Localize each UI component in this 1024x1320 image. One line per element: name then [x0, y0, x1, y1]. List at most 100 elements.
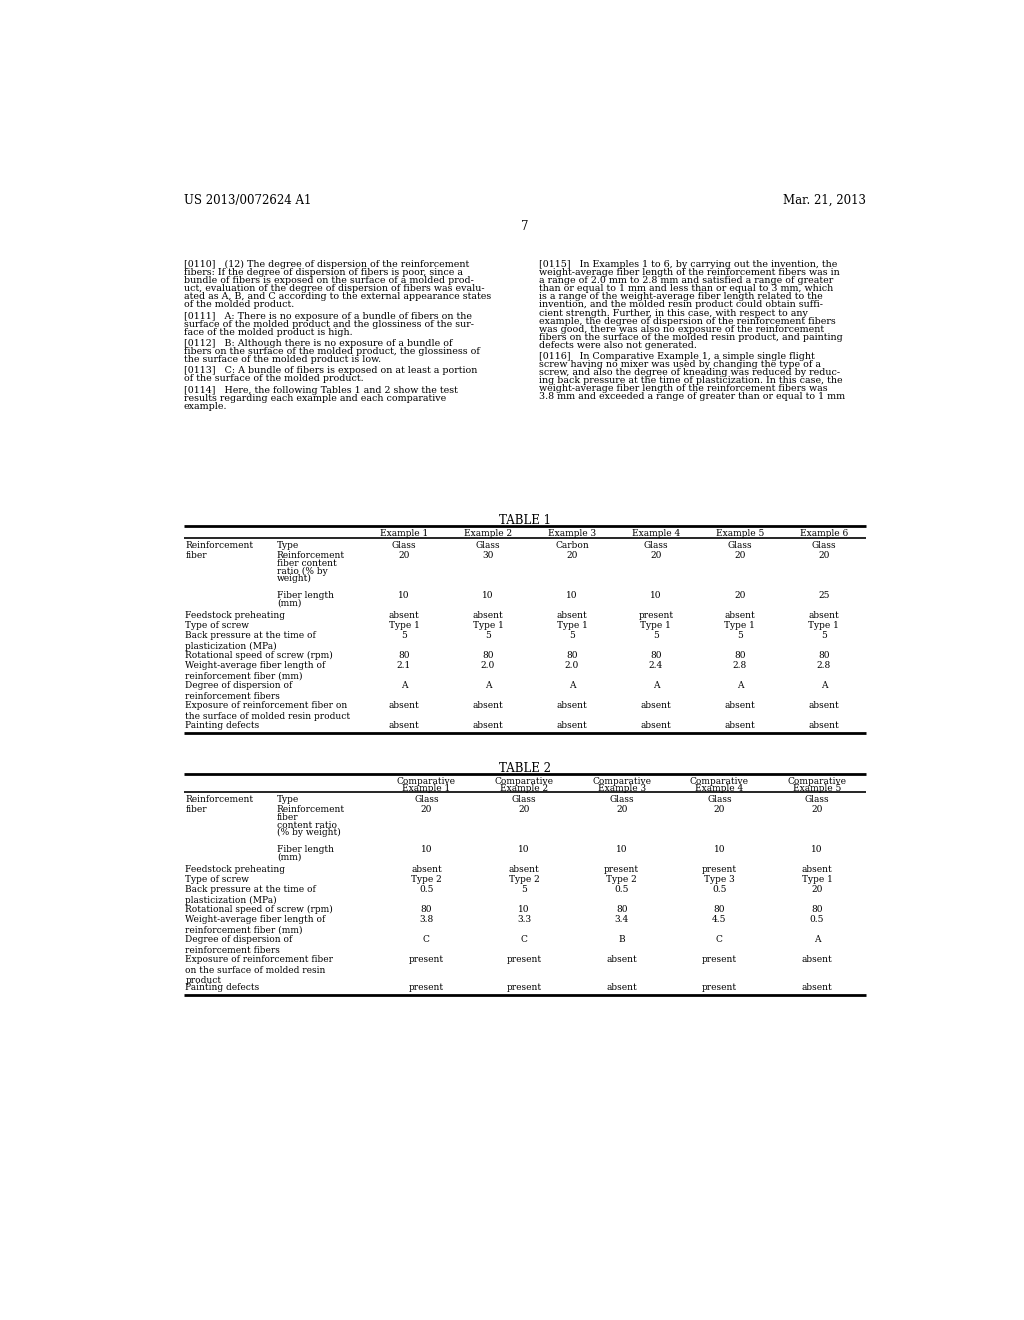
Text: 3.4: 3.4 — [614, 915, 629, 924]
Text: Fiber length: Fiber length — [276, 845, 334, 854]
Text: Type: Type — [276, 795, 299, 804]
Text: Reinforcement: Reinforcement — [185, 795, 254, 804]
Text: absent: absent — [641, 721, 672, 730]
Text: 10: 10 — [398, 591, 410, 601]
Text: absent: absent — [411, 866, 441, 874]
Text: content ratio: content ratio — [276, 821, 337, 829]
Text: face of the molded product is high.: face of the molded product is high. — [183, 327, 352, 337]
Text: fibers on the surface of the molded resin product, and painting: fibers on the surface of the molded resi… — [539, 333, 843, 342]
Text: Type of screw: Type of screw — [185, 875, 250, 884]
Text: 20: 20 — [518, 805, 529, 814]
Text: 20: 20 — [650, 552, 662, 560]
Text: Glass: Glass — [609, 795, 634, 804]
Text: A: A — [652, 681, 659, 690]
Text: 80: 80 — [811, 906, 822, 915]
Text: than or equal to 1 mm and less than or equal to 3 mm, which: than or equal to 1 mm and less than or e… — [539, 284, 833, 293]
Text: Glass: Glass — [727, 541, 753, 550]
Text: absent: absent — [641, 701, 672, 710]
Text: screw having no mixer was used by changing the type of a: screw having no mixer was used by changi… — [539, 360, 821, 370]
Text: A: A — [814, 936, 820, 944]
Text: Glass: Glass — [805, 795, 829, 804]
Text: Weight-average fiber length of
reinforcement fiber (mm): Weight-average fiber length of reinforce… — [185, 661, 326, 681]
Text: 20: 20 — [734, 552, 745, 560]
Text: was good, there was also no exposure of the reinforcement: was good, there was also no exposure of … — [539, 325, 824, 334]
Text: 5: 5 — [737, 631, 742, 640]
Text: absent: absent — [725, 611, 756, 620]
Text: Type 1: Type 1 — [556, 622, 588, 630]
Text: 7: 7 — [521, 220, 528, 234]
Text: 10: 10 — [650, 591, 662, 601]
Text: 5: 5 — [569, 631, 574, 640]
Text: present: present — [409, 983, 444, 993]
Text: 5: 5 — [485, 631, 490, 640]
Text: absent: absent — [606, 956, 637, 965]
Text: Exposure of reinforcement fiber
on the surface of molded resin
product: Exposure of reinforcement fiber on the s… — [185, 956, 334, 985]
Text: (mm): (mm) — [276, 599, 301, 607]
Text: ratio (% by: ratio (% by — [276, 566, 328, 576]
Text: [0110]   (12) The degree of dispersion of the reinforcement: [0110] (12) The degree of dispersion of … — [183, 260, 469, 269]
Text: absent: absent — [808, 611, 840, 620]
Text: Example 3: Example 3 — [548, 529, 596, 537]
Text: 80: 80 — [421, 906, 432, 915]
Text: absent: absent — [725, 721, 756, 730]
Text: bundle of fibers is exposed on the surface of a molded prod-: bundle of fibers is exposed on the surfa… — [183, 276, 474, 285]
Text: Fiber length: Fiber length — [276, 591, 334, 601]
Text: 0.5: 0.5 — [712, 886, 727, 894]
Text: [0113]   C: A bundle of fibers is exposed on at least a portion: [0113] C: A bundle of fibers is exposed … — [183, 367, 477, 375]
Text: 80: 80 — [734, 651, 745, 660]
Text: Example 5: Example 5 — [793, 784, 841, 793]
Text: Glass: Glass — [414, 795, 438, 804]
Text: Type 1: Type 1 — [388, 622, 420, 630]
Text: [0112]   B: Although there is no exposure of a bundle of: [0112] B: Although there is no exposure … — [183, 339, 453, 348]
Text: Type of screw: Type of screw — [185, 622, 250, 630]
Text: 80: 80 — [398, 651, 410, 660]
Text: Comparative: Comparative — [397, 776, 456, 785]
Text: absent: absent — [557, 611, 588, 620]
Text: present: present — [701, 956, 737, 965]
Text: absent: absent — [557, 721, 588, 730]
Text: 2.0: 2.0 — [481, 661, 496, 671]
Text: Type 3: Type 3 — [703, 875, 734, 884]
Text: absent: absent — [557, 701, 588, 710]
Text: uct, evaluation of the degree of dispersion of fibers was evalu-: uct, evaluation of the degree of dispers… — [183, 284, 484, 293]
Text: 20: 20 — [398, 552, 410, 560]
Text: 20: 20 — [734, 591, 745, 601]
Text: 20: 20 — [566, 552, 578, 560]
Text: invention, and the molded resin product could obtain suffi-: invention, and the molded resin product … — [539, 301, 822, 309]
Text: Glass: Glass — [811, 541, 837, 550]
Text: Comparative: Comparative — [787, 776, 847, 785]
Text: 20: 20 — [811, 886, 822, 894]
Text: Comparative: Comparative — [495, 776, 554, 785]
Text: (mm): (mm) — [276, 853, 301, 862]
Text: Mar. 21, 2013: Mar. 21, 2013 — [782, 194, 866, 207]
Text: Type 1: Type 1 — [808, 622, 840, 630]
Text: Feedstock preheating: Feedstock preheating — [185, 611, 286, 620]
Text: (% by weight): (% by weight) — [276, 829, 341, 837]
Text: absent: absent — [389, 721, 420, 730]
Text: Type 2: Type 2 — [509, 875, 540, 884]
Text: absent: absent — [509, 866, 540, 874]
Text: B: B — [618, 936, 625, 944]
Text: present: present — [638, 611, 674, 620]
Text: present: present — [507, 983, 542, 993]
Text: Rotational speed of screw (rpm): Rotational speed of screw (rpm) — [185, 906, 333, 915]
Text: Painting defects: Painting defects — [185, 721, 260, 730]
Text: 80: 80 — [650, 651, 662, 660]
Text: Type 1: Type 1 — [724, 622, 756, 630]
Text: present: present — [604, 866, 639, 874]
Text: absent: absent — [606, 983, 637, 993]
Text: Reinforcement: Reinforcement — [276, 552, 345, 560]
Text: absent: absent — [808, 721, 840, 730]
Text: Feedstock preheating: Feedstock preheating — [185, 866, 286, 874]
Text: Reinforcement: Reinforcement — [185, 541, 254, 550]
Text: Example 2: Example 2 — [500, 784, 548, 793]
Text: Type 1: Type 1 — [640, 622, 672, 630]
Text: 5: 5 — [653, 631, 658, 640]
Text: Reinforcement: Reinforcement — [276, 805, 345, 814]
Text: absent: absent — [473, 721, 504, 730]
Text: of the molded product.: of the molded product. — [183, 301, 294, 309]
Text: 20: 20 — [811, 805, 822, 814]
Text: Glass: Glass — [512, 795, 537, 804]
Text: Example 2: Example 2 — [464, 529, 512, 537]
Text: TABLE 2: TABLE 2 — [499, 762, 551, 775]
